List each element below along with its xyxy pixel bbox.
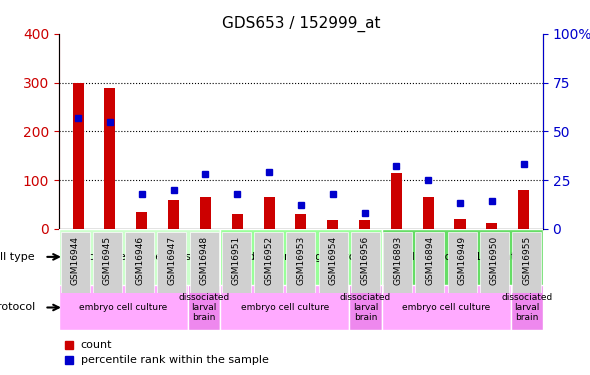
Bar: [391, 172, 402, 229]
Text: cholinergic/Gad1 negative: cholinergic/Gad1 negative: [394, 252, 531, 262]
FancyBboxPatch shape: [382, 285, 510, 330]
Text: count: count: [81, 340, 112, 350]
Text: cholinergic neurons: cholinergic neurons: [88, 252, 191, 262]
FancyBboxPatch shape: [93, 232, 122, 292]
Bar: [136, 211, 148, 229]
FancyBboxPatch shape: [188, 285, 220, 330]
FancyBboxPatch shape: [220, 285, 349, 330]
FancyBboxPatch shape: [415, 232, 444, 292]
Text: GSM16946: GSM16946: [135, 236, 144, 285]
FancyBboxPatch shape: [383, 232, 412, 292]
Bar: [264, 197, 274, 229]
Bar: [104, 88, 116, 229]
Text: GSM16950: GSM16950: [490, 236, 499, 285]
Bar: [518, 190, 529, 229]
Text: dissociated
larval
brain: dissociated larval brain: [340, 292, 391, 322]
FancyBboxPatch shape: [254, 232, 283, 292]
Bar: [73, 82, 84, 229]
Text: Gad1 expressing neurons: Gad1 expressing neurons: [234, 252, 368, 262]
Text: dissociated
larval
brain: dissociated larval brain: [501, 292, 552, 322]
Bar: [200, 197, 211, 229]
Title: GDS653 / 152999_at: GDS653 / 152999_at: [222, 16, 380, 32]
FancyBboxPatch shape: [59, 229, 220, 285]
FancyBboxPatch shape: [512, 232, 541, 292]
Bar: [232, 214, 243, 229]
Text: GSM16893: GSM16893: [393, 236, 402, 285]
FancyBboxPatch shape: [351, 232, 380, 292]
Text: percentile rank within the sample: percentile rank within the sample: [81, 355, 268, 365]
Text: cell type: cell type: [0, 252, 35, 262]
Text: embryo cell culture: embryo cell culture: [241, 303, 329, 312]
Bar: [327, 220, 338, 229]
Text: GSM16956: GSM16956: [361, 236, 370, 285]
Text: GSM16953: GSM16953: [296, 236, 306, 285]
Bar: [422, 197, 434, 229]
Text: GSM16952: GSM16952: [264, 236, 273, 285]
Text: protocol: protocol: [0, 303, 35, 312]
Text: GSM16954: GSM16954: [329, 236, 337, 285]
Text: GSM16951: GSM16951: [232, 236, 241, 285]
Text: GSM16944: GSM16944: [71, 236, 80, 285]
Text: GSM16947: GSM16947: [168, 236, 176, 285]
Text: GSM16945: GSM16945: [103, 236, 112, 285]
FancyBboxPatch shape: [349, 285, 382, 330]
Bar: [168, 200, 179, 229]
FancyBboxPatch shape: [319, 232, 348, 292]
FancyBboxPatch shape: [220, 229, 382, 285]
FancyBboxPatch shape: [286, 232, 316, 292]
FancyBboxPatch shape: [125, 232, 154, 292]
FancyBboxPatch shape: [510, 285, 543, 330]
FancyBboxPatch shape: [448, 232, 477, 292]
Text: dissociated
larval
brain: dissociated larval brain: [179, 292, 230, 322]
FancyBboxPatch shape: [480, 232, 509, 292]
FancyBboxPatch shape: [222, 232, 251, 292]
Text: GSM16894: GSM16894: [425, 236, 434, 285]
Text: GSM16955: GSM16955: [522, 236, 531, 285]
Text: GSM16949: GSM16949: [458, 236, 467, 285]
Bar: [454, 219, 466, 229]
Text: GSM16948: GSM16948: [199, 236, 209, 285]
FancyBboxPatch shape: [158, 232, 186, 292]
FancyBboxPatch shape: [189, 232, 219, 292]
Bar: [486, 223, 497, 229]
FancyBboxPatch shape: [61, 232, 90, 292]
FancyBboxPatch shape: [59, 285, 188, 330]
Bar: [359, 220, 370, 229]
FancyBboxPatch shape: [382, 229, 543, 285]
Text: embryo cell culture: embryo cell culture: [80, 303, 168, 312]
Bar: [296, 214, 306, 229]
Text: embryo cell culture: embryo cell culture: [402, 303, 490, 312]
